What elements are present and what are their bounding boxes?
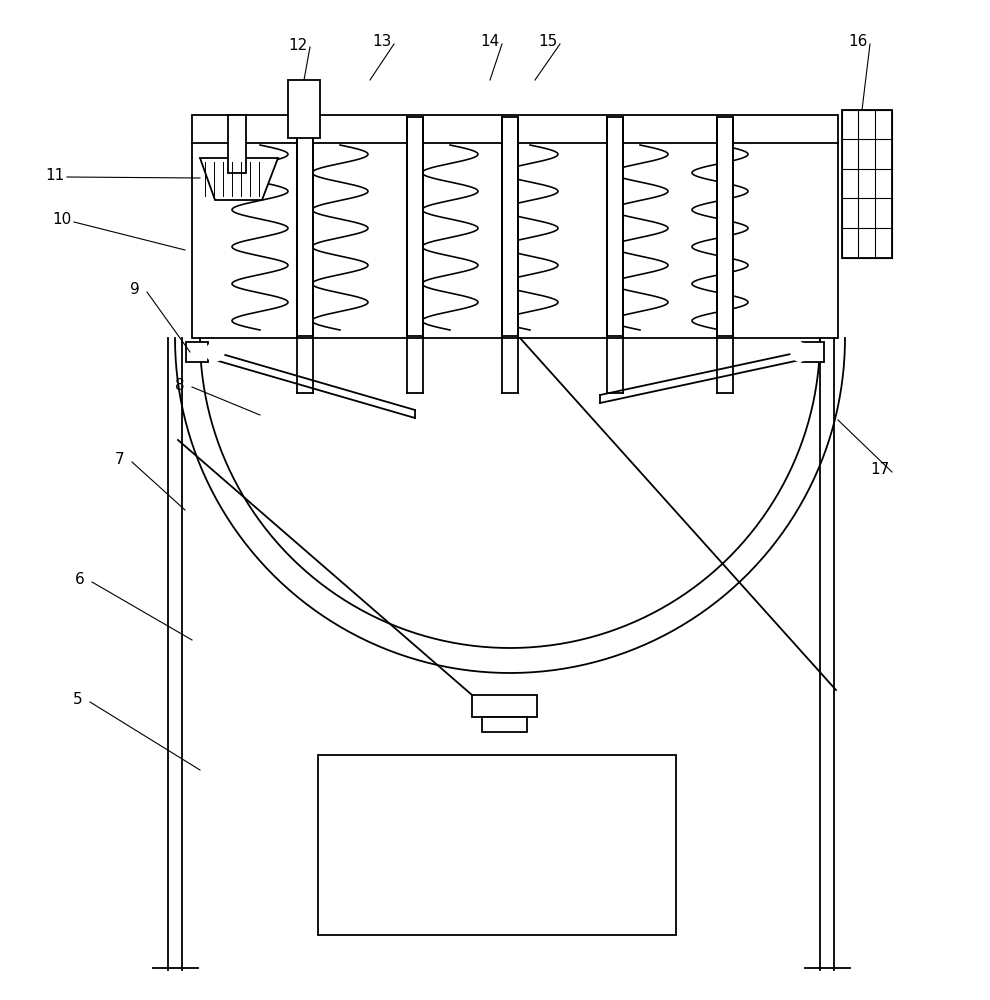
Bar [717,117,733,336]
Bar [482,717,527,732]
Circle shape [386,944,414,972]
Text: 13: 13 [372,34,392,49]
Bar [297,117,313,336]
Text: 14: 14 [480,34,500,49]
Bar [607,117,623,336]
Text: 17: 17 [870,462,890,478]
Circle shape [206,343,224,361]
Circle shape [582,944,610,972]
Text: 15: 15 [539,34,557,49]
Bar [318,755,676,935]
Bar [407,117,423,336]
Text: 16: 16 [848,34,867,49]
Bar [802,342,824,362]
Text: 10: 10 [52,213,71,228]
Bar [842,110,892,258]
Bar [502,117,518,336]
Polygon shape [200,158,278,200]
Text: 7: 7 [115,452,125,468]
Bar [192,115,838,338]
Bar [472,695,537,717]
Text: 11: 11 [46,167,64,182]
Text: 5: 5 [73,692,83,708]
Bar [288,80,320,138]
Text: 12: 12 [288,37,308,52]
Text: 8: 8 [175,377,185,392]
Bar [186,342,208,362]
Text: 6: 6 [75,572,85,587]
Circle shape [791,343,809,361]
Bar [228,115,246,173]
Text: 9: 9 [130,282,140,298]
